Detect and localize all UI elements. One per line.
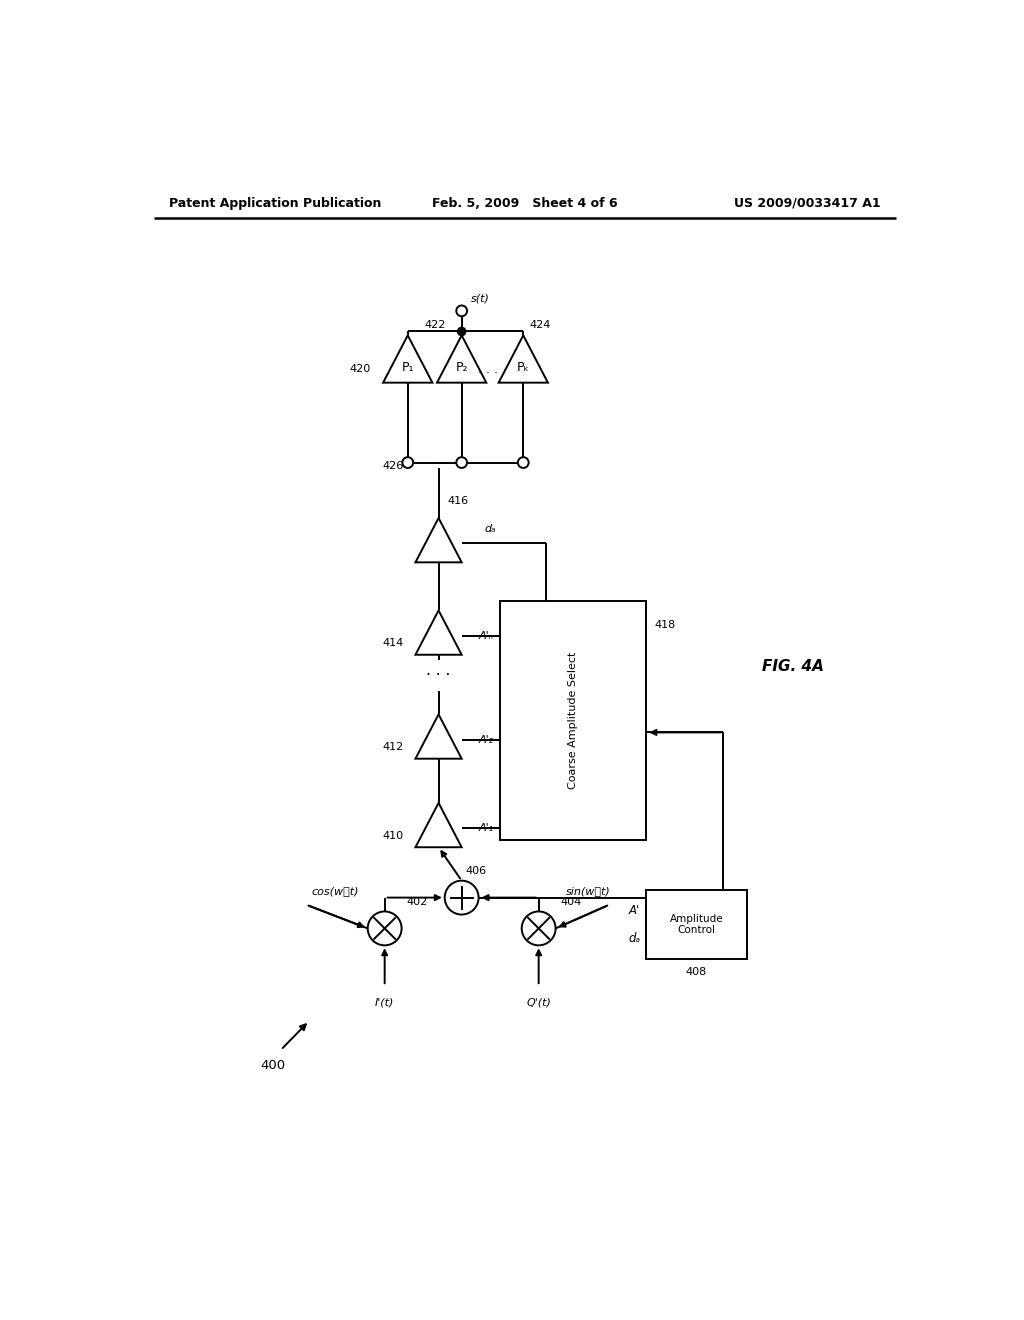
Text: 406: 406 xyxy=(466,866,486,876)
Text: 400: 400 xyxy=(260,1059,286,1072)
Text: US 2009/0033417 A1: US 2009/0033417 A1 xyxy=(734,197,881,210)
Text: 416: 416 xyxy=(447,496,469,507)
Text: 422: 422 xyxy=(425,321,446,330)
Circle shape xyxy=(444,880,478,915)
Text: 412: 412 xyxy=(383,742,403,752)
Text: sin(wⲟt): sin(wⲟt) xyxy=(565,886,610,896)
Text: dₐ: dₐ xyxy=(628,932,640,945)
Text: 420: 420 xyxy=(349,363,371,374)
Text: Pₖ: Pₖ xyxy=(517,360,529,374)
Text: s(t): s(t) xyxy=(471,293,489,304)
Text: 418: 418 xyxy=(654,620,676,631)
Text: I'(t): I'(t) xyxy=(375,998,394,1007)
Text: A'ₙ: A'ₙ xyxy=(479,631,494,640)
Text: Q'(t): Q'(t) xyxy=(526,998,551,1007)
Text: Amplitude
Control: Amplitude Control xyxy=(670,913,723,936)
Text: A': A' xyxy=(629,904,640,917)
Text: 424: 424 xyxy=(529,321,551,330)
Polygon shape xyxy=(437,335,486,383)
Text: 408: 408 xyxy=(686,966,708,977)
Text: 402: 402 xyxy=(407,896,427,907)
Circle shape xyxy=(368,911,401,945)
Text: 410: 410 xyxy=(383,832,403,841)
Polygon shape xyxy=(499,335,548,383)
Text: 404: 404 xyxy=(560,896,582,907)
Text: 414: 414 xyxy=(383,639,403,648)
Bar xyxy=(500,601,646,840)
Text: dₐ: dₐ xyxy=(484,524,497,535)
Circle shape xyxy=(457,305,467,317)
Polygon shape xyxy=(383,335,432,383)
Text: Patent Application Publication: Patent Application Publication xyxy=(169,197,381,210)
Text: . . . .: . . . . xyxy=(478,363,507,376)
Text: Feb. 5, 2009   Sheet 4 of 6: Feb. 5, 2009 Sheet 4 of 6 xyxy=(432,197,617,210)
Circle shape xyxy=(458,327,466,335)
Text: P₂: P₂ xyxy=(456,360,468,374)
Circle shape xyxy=(402,457,413,469)
Bar xyxy=(646,890,746,960)
Text: A'₂: A'₂ xyxy=(479,735,494,744)
Polygon shape xyxy=(416,714,462,759)
Text: cos(wⲟt): cos(wⲟt) xyxy=(311,886,359,896)
Text: 426: 426 xyxy=(383,462,403,471)
Text: A'₁: A'₁ xyxy=(479,824,494,833)
Polygon shape xyxy=(416,610,462,655)
Text: · · ·: · · · xyxy=(426,668,451,684)
Text: P₁: P₁ xyxy=(401,360,414,374)
Text: FIG. 4A: FIG. 4A xyxy=(762,659,823,675)
Text: Coarse Amplitude Select: Coarse Amplitude Select xyxy=(568,652,579,789)
Circle shape xyxy=(457,457,467,469)
Polygon shape xyxy=(416,517,462,562)
Circle shape xyxy=(521,911,556,945)
Polygon shape xyxy=(416,803,462,847)
Circle shape xyxy=(518,457,528,469)
